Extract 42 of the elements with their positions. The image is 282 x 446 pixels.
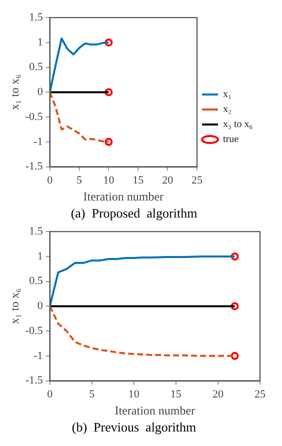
x-axis-title: Iteration number [114, 403, 196, 418]
point [230, 252, 239, 260]
x-tick-label: 10 [103, 174, 115, 186]
point [230, 302, 239, 310]
y-tick-label: -0.5 [25, 110, 44, 123]
y-tick-label: -1.5 [25, 374, 44, 387]
y-tick-label: 1.5 [29, 225, 44, 238]
y-tick-label: -1 [34, 136, 43, 148]
y-axis-title: x₁ to x₆ [7, 74, 22, 110]
x-tick-label: 20 [212, 388, 224, 400]
legend-label: x₃ to x₆ [223, 119, 254, 130]
x-tick-label: 0 [47, 388, 54, 400]
y-tick-label: 0 [37, 300, 44, 312]
y-tick-label: -1 [34, 350, 43, 362]
x-tick-label: 10 [128, 388, 140, 400]
y-tick-label: 1.5 [29, 11, 44, 24]
x-tick-label: 15 [170, 388, 182, 400]
point [104, 88, 113, 96]
legend-label: x₂ [223, 104, 232, 116]
point [104, 38, 113, 46]
point [104, 138, 113, 146]
y-tick-label: 0.5 [29, 61, 44, 74]
point [230, 352, 239, 360]
legend-label: x₁ [223, 89, 232, 100]
y-tick-label: -1.5 [25, 160, 44, 173]
x-tick-label: 5 [89, 388, 96, 400]
text: (b) Previous algorithm [72, 420, 196, 435]
x-axis-title: Iteration number [83, 189, 164, 204]
x-tick-label: 25 [254, 388, 266, 400]
y-tick-label: 1 [37, 250, 43, 262]
legend-label: true [223, 134, 240, 146]
x-tick-label: 15 [132, 174, 144, 186]
y-tick-label: 0.5 [29, 275, 44, 288]
y-tick-label: 0 [37, 86, 44, 98]
y-axis-title: x₁ to x₆ [7, 288, 22, 324]
x-tick-label: 0 [47, 174, 54, 186]
y-tick-label: -0.5 [25, 324, 44, 337]
x-tick-label: 5 [76, 174, 82, 186]
x-tick-label: 20 [162, 174, 174, 186]
text: (a) Proposed algorithm [70, 206, 198, 221]
x-tick-label: 25 [192, 174, 203, 186]
y-tick-label: 1 [37, 36, 43, 48]
